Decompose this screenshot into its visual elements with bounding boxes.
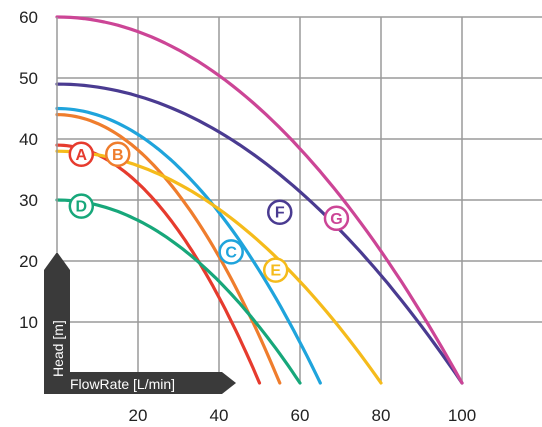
y-tick-label: 40	[19, 130, 38, 149]
series-marker-label-A: A	[76, 147, 88, 164]
series-marker-D	[68, 193, 95, 219]
y-tick-label: 30	[19, 191, 38, 210]
x-tick-label: 20	[129, 406, 148, 425]
series-marker-G	[323, 205, 350, 232]
series-marker-label-E: E	[270, 263, 281, 280]
series-line-C	[55, 106, 322, 385]
y-axis-arrow	[44, 252, 70, 270]
series-marker-E	[262, 257, 289, 283]
series-marker-B	[105, 141, 131, 167]
y-axis-bar	[44, 270, 70, 383]
x-axis-bar	[44, 372, 222, 394]
x-axis-label: FlowRate [L/min]	[70, 376, 175, 392]
series-marker-C	[218, 239, 244, 265]
x-tick-label: 40	[210, 406, 229, 425]
series-marker-A	[68, 141, 95, 167]
series-marker-label-G: G	[330, 211, 342, 228]
series-marker-label-F: F	[275, 205, 285, 222]
axes: FlowRate [L/min]Head [m]	[44, 17, 236, 394]
y-tick-label: 60	[19, 8, 38, 27]
series-marker-label-D: D	[76, 199, 88, 216]
curve-markers: A B C D E F G	[68, 141, 350, 283]
tick-labels: 20 40 60 80 100 10 20 30 40 50 60	[19, 8, 476, 425]
grid	[57, 16, 542, 383]
series-marker-F	[267, 199, 293, 225]
series-line-D	[55, 198, 302, 385]
y-tick-label: 20	[19, 252, 38, 271]
x-tick-label: 60	[291, 406, 310, 425]
series-line-G	[55, 15, 464, 385]
series-line-F	[55, 82, 464, 385]
x-tick-label: 80	[372, 406, 391, 425]
series-line-B	[55, 112, 282, 385]
y-axis-label: Head [m]	[50, 320, 66, 377]
x-tick-label: 100	[448, 406, 476, 425]
x-axis-arrow	[222, 372, 236, 394]
y-tick-label: 50	[19, 69, 38, 88]
series-marker-label-C: C	[225, 244, 237, 261]
y-tick-label: 10	[19, 313, 38, 332]
series-marker-label-B: B	[112, 147, 124, 164]
